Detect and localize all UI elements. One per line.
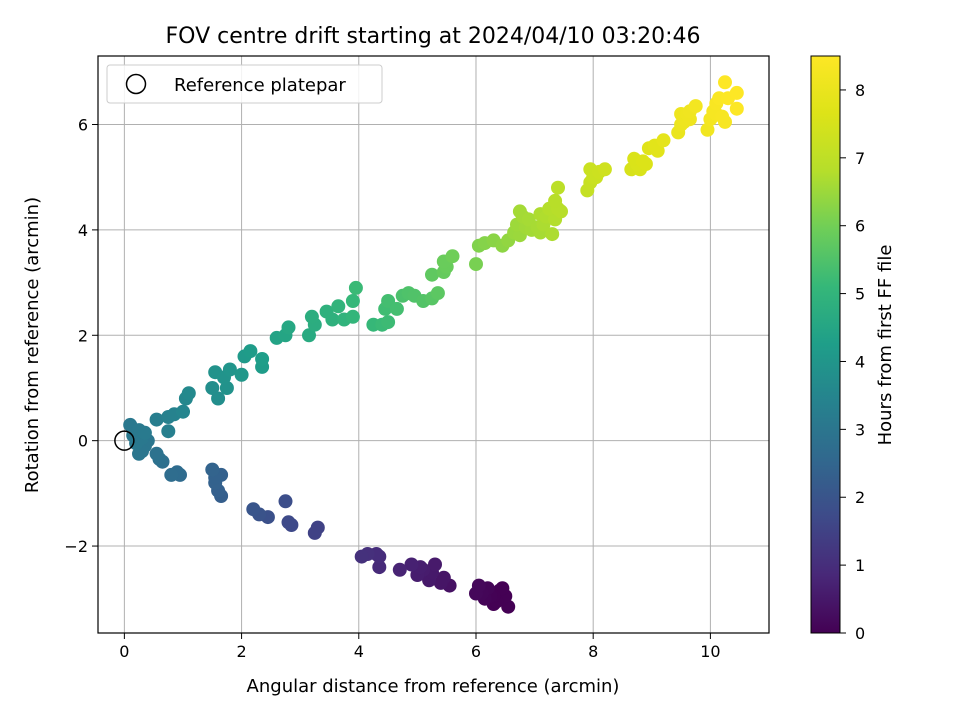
data-point: [700, 122, 715, 137]
data-point: [211, 391, 226, 406]
data-point: [433, 575, 448, 590]
data-point: [729, 85, 744, 100]
x-tick-label: 4: [354, 642, 364, 661]
x-tick-label: 8: [588, 642, 598, 661]
colorbar-tick-label: 2: [855, 488, 865, 507]
y-tick-label: 0: [78, 432, 88, 451]
data-point: [354, 549, 369, 564]
y-tick-label: 6: [78, 116, 88, 135]
data-points: [123, 75, 744, 614]
data-point: [181, 386, 196, 401]
x-tick-label: 10: [700, 642, 720, 661]
colorbar-tick-label: 0: [855, 624, 865, 643]
data-point: [132, 446, 146, 461]
y-axis-label: Rotation from reference (arcmin): [22, 197, 43, 493]
legend-entry-reference: Reference platepar: [174, 75, 346, 96]
colorbar-tick-label: 8: [855, 81, 865, 100]
data-point: [445, 249, 460, 264]
data-point: [471, 578, 486, 593]
legend-box: [106, 64, 383, 104]
data-point: [345, 294, 360, 308]
data-point: [219, 381, 234, 395]
data-point: [234, 367, 249, 382]
data-point: [554, 204, 568, 219]
y-tick-label: −2: [64, 537, 88, 556]
data-point: [389, 301, 404, 316]
data-point: [304, 309, 319, 324]
data-point: [222, 362, 237, 377]
colorbar: [810, 55, 841, 634]
data-point: [164, 467, 179, 482]
data-point: [302, 328, 316, 343]
colorbar-tick-label: 4: [855, 352, 865, 371]
colorbar-tick-label: 6: [855, 217, 865, 236]
data-point: [425, 267, 439, 282]
data-point: [551, 180, 565, 195]
data-point: [281, 515, 296, 530]
reference-platepar-marker: [114, 430, 135, 451]
x-tick-label: 0: [119, 642, 129, 661]
colorbar-tick-label: 7: [855, 149, 865, 168]
colorbar-label: Hours from first FF file: [875, 245, 896, 446]
data-point: [545, 227, 560, 242]
chart-title: FOV centre drift starting at 2024/04/10 …: [166, 24, 701, 49]
y-tick-label: 4: [78, 221, 88, 240]
data-point: [255, 352, 270, 366]
grid: [98, 56, 769, 633]
x-tick-label: 2: [236, 642, 246, 661]
data-point: [278, 494, 293, 509]
x-axis-ticks: 0 2 4 6 8 10: [119, 633, 721, 661]
y-axis-ticks: −2 0 2 4 6: [64, 116, 98, 556]
data-point: [430, 286, 445, 301]
legend-marker-reference: [125, 73, 147, 95]
data-point: [137, 425, 152, 440]
data-point: [469, 257, 483, 272]
data-point: [325, 312, 340, 327]
colorbar-ticks: 0 1 2 3 4 5 6 7 8: [840, 81, 865, 643]
data-point: [372, 560, 387, 575]
data-point: [548, 193, 563, 208]
data-point: [392, 562, 407, 577]
data-point: [246, 502, 261, 517]
data-point: [404, 557, 419, 572]
data-point: [243, 344, 258, 359]
data-point: [149, 446, 164, 461]
data-point: [729, 101, 744, 116]
data-point: [281, 320, 296, 335]
colorbar-tick-label: 3: [855, 420, 865, 439]
data-point: [381, 315, 396, 330]
data-point: [428, 557, 442, 572]
x-tick-label: 6: [471, 642, 481, 661]
data-point: [149, 412, 164, 427]
data-point: [345, 309, 360, 324]
data-point: [176, 404, 190, 419]
data-point: [307, 525, 322, 540]
data-point: [638, 157, 653, 171]
data-point: [597, 162, 612, 177]
legend: Reference platepar: [106, 64, 383, 104]
data-point: [688, 99, 703, 114]
data-point: [205, 462, 220, 477]
plot-frame: [97, 55, 770, 634]
y-tick-label: 2: [78, 326, 88, 345]
data-point: [348, 280, 363, 295]
data-point: [161, 424, 176, 439]
data-point: [205, 381, 220, 395]
x-axis-label: Angular distance from reference (arcmin): [247, 676, 620, 697]
data-point: [715, 109, 730, 124]
data-point: [331, 299, 346, 314]
data-point: [656, 133, 671, 148]
data-point: [718, 75, 732, 90]
colorbar-tick-label: 1: [855, 556, 865, 575]
colorbar-tick-label: 5: [855, 285, 865, 304]
